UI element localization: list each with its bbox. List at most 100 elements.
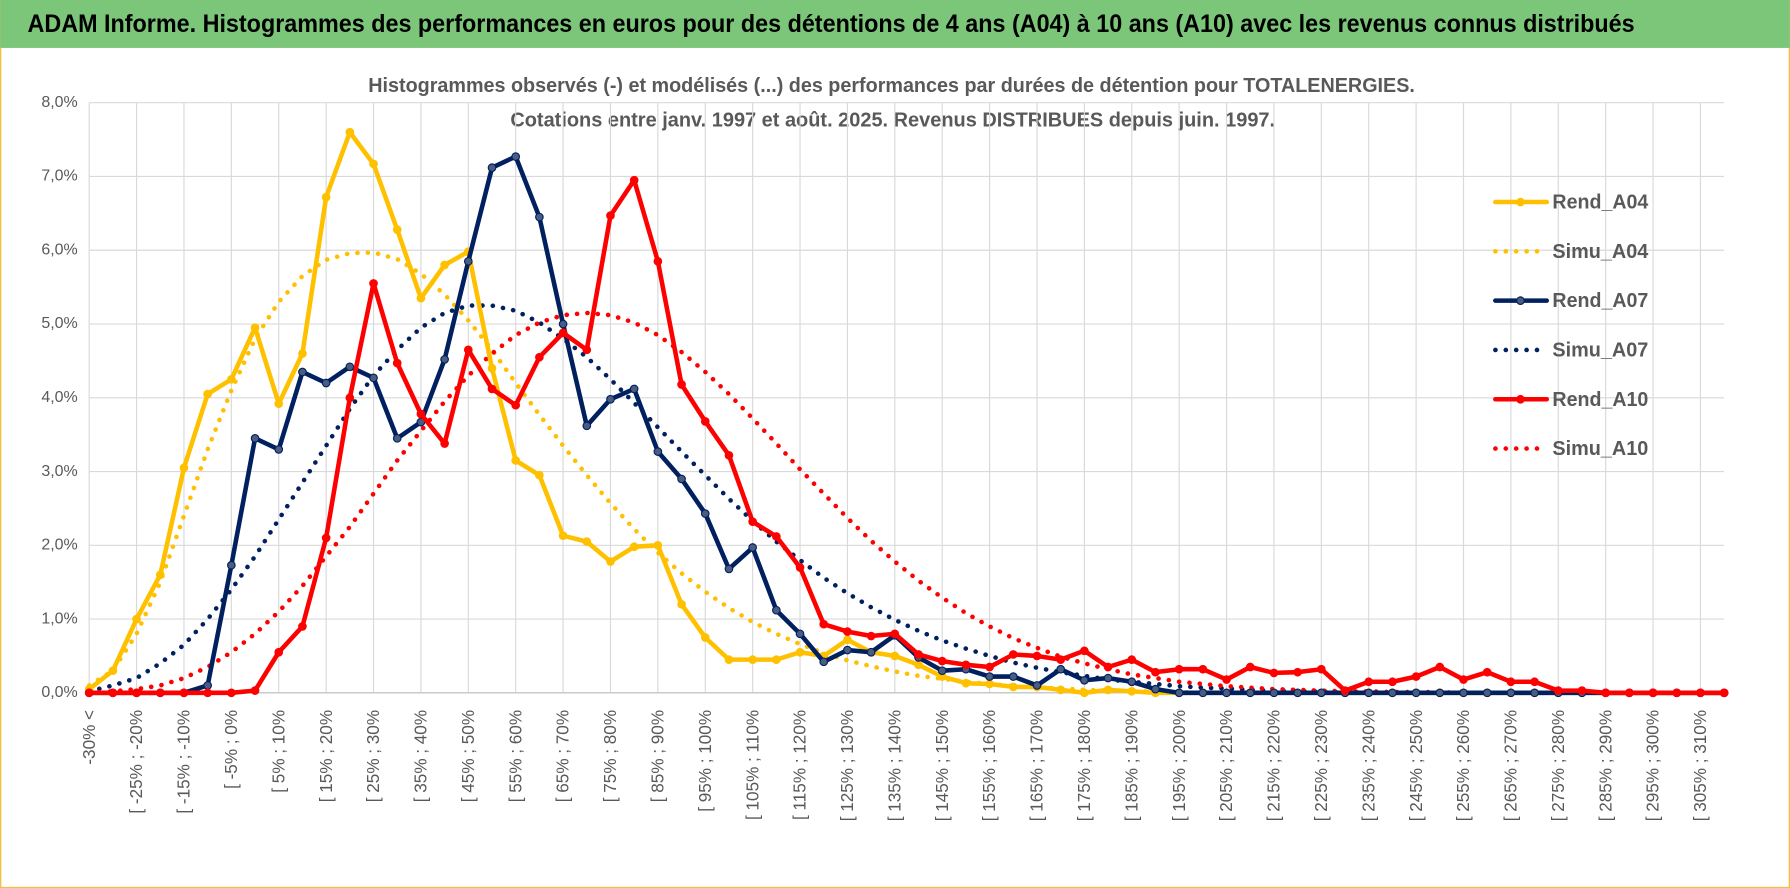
marker <box>795 563 805 572</box>
x-tick-label: [ 125% ; 130% <box>838 710 857 821</box>
marker <box>1174 664 1184 674</box>
marker <box>1506 677 1516 687</box>
marker <box>795 647 805 657</box>
x-tick-label: [ 5% ; 10% <box>269 710 288 793</box>
marker <box>321 192 331 202</box>
marker <box>1174 688 1184 698</box>
marker <box>890 629 900 639</box>
marker <box>1056 655 1066 664</box>
marker <box>772 532 781 541</box>
x-tick-label: [ 245% ; 250% <box>1407 710 1426 821</box>
x-tick-label: [ -15% ; -10% <box>175 710 194 814</box>
y-tick-label: 7,0% <box>41 168 77 185</box>
marker <box>132 688 141 698</box>
marker <box>937 656 947 666</box>
marker <box>535 212 544 222</box>
marker <box>535 352 544 362</box>
marker <box>132 614 141 624</box>
y-tick-label: 6,0% <box>41 241 77 258</box>
marker <box>985 679 994 689</box>
x-tick-label: [ 75% ; 80% <box>601 710 620 802</box>
marker <box>724 450 734 460</box>
marker <box>1530 677 1539 687</box>
marker <box>700 417 710 426</box>
x-tick-label: [ 165% ; 170% <box>1028 710 1047 821</box>
marker <box>1672 688 1682 698</box>
marker <box>1008 672 1018 681</box>
marker <box>606 211 615 220</box>
legend-label: Simu_A07 <box>1552 339 1648 362</box>
marker <box>1245 688 1255 698</box>
chart-title: Histogrammes observés (-) et modélisés (… <box>368 74 1415 97</box>
marker <box>1316 688 1326 698</box>
marker <box>1151 684 1160 694</box>
marker <box>298 367 307 377</box>
marker <box>463 345 473 355</box>
chart-subtitle: Cotations entre janv. 1997 et août. 2025… <box>510 108 1275 131</box>
marker <box>843 627 852 636</box>
marker <box>1008 682 1018 692</box>
marker <box>1032 681 1042 690</box>
banner-title: ADAM Informe. Histogrammes des performan… <box>28 10 1635 38</box>
x-tick-label: [ -5% ; 0% <box>222 710 241 789</box>
marker <box>843 635 852 645</box>
x-tick-label: [ 55% ; 60% <box>506 710 525 802</box>
x-tick-label: [ -25% ; -20% <box>127 710 146 814</box>
marker <box>914 650 923 659</box>
x-tick-label: [ 115% ; 120% <box>791 710 810 820</box>
marker <box>1577 686 1587 695</box>
marker <box>582 345 592 355</box>
marker <box>250 686 260 695</box>
marker <box>298 349 307 358</box>
x-tick-label: [ 265% ; 270% <box>1502 710 1521 821</box>
marker <box>961 660 971 670</box>
marker <box>274 399 284 409</box>
legend-marker <box>1516 394 1525 404</box>
x-tick-label: [ 255% ; 260% <box>1454 710 1473 821</box>
marker <box>392 358 402 368</box>
marker <box>1388 688 1397 698</box>
marker <box>1530 688 1539 698</box>
marker <box>582 537 592 546</box>
marker <box>677 474 686 484</box>
marker <box>1719 688 1729 698</box>
marker <box>1127 687 1137 696</box>
marker <box>558 319 568 329</box>
marker <box>1080 675 1089 685</box>
x-tick-label: [ 135% ; 140% <box>885 710 904 821</box>
x-tick-label: [ 225% ; 230% <box>1312 710 1331 821</box>
marker <box>321 378 331 388</box>
banner <box>0 0 1790 48</box>
marker <box>724 655 734 664</box>
marker <box>203 389 212 399</box>
x-tick-label: [ 215% ; 220% <box>1265 710 1284 821</box>
marker <box>629 542 639 552</box>
marker <box>1080 646 1089 656</box>
marker <box>1269 688 1279 698</box>
marker <box>653 540 663 550</box>
marker <box>1411 672 1421 681</box>
marker <box>321 533 331 543</box>
x-tick-label: [ 185% ; 190% <box>1122 710 1141 821</box>
marker <box>155 688 165 698</box>
x-tick-label: [ 145% ; 150% <box>933 710 952 821</box>
marker <box>487 163 497 172</box>
marker <box>1056 664 1066 674</box>
marker <box>866 631 876 641</box>
legend-marker <box>1516 197 1525 207</box>
marker <box>1056 685 1066 695</box>
marker <box>535 470 544 480</box>
marker <box>179 688 189 698</box>
marker <box>1364 677 1374 687</box>
legend-marker <box>1516 296 1525 305</box>
marker <box>748 543 757 552</box>
legend-label: Rend_A04 <box>1552 191 1648 214</box>
marker <box>961 678 971 688</box>
marker <box>345 393 355 403</box>
y-tick-label: 2,0% <box>41 537 77 554</box>
legend-label: Simu_A04 <box>1552 240 1648 263</box>
marker <box>1103 673 1113 683</box>
x-tick-label: -30% < <box>80 710 99 765</box>
